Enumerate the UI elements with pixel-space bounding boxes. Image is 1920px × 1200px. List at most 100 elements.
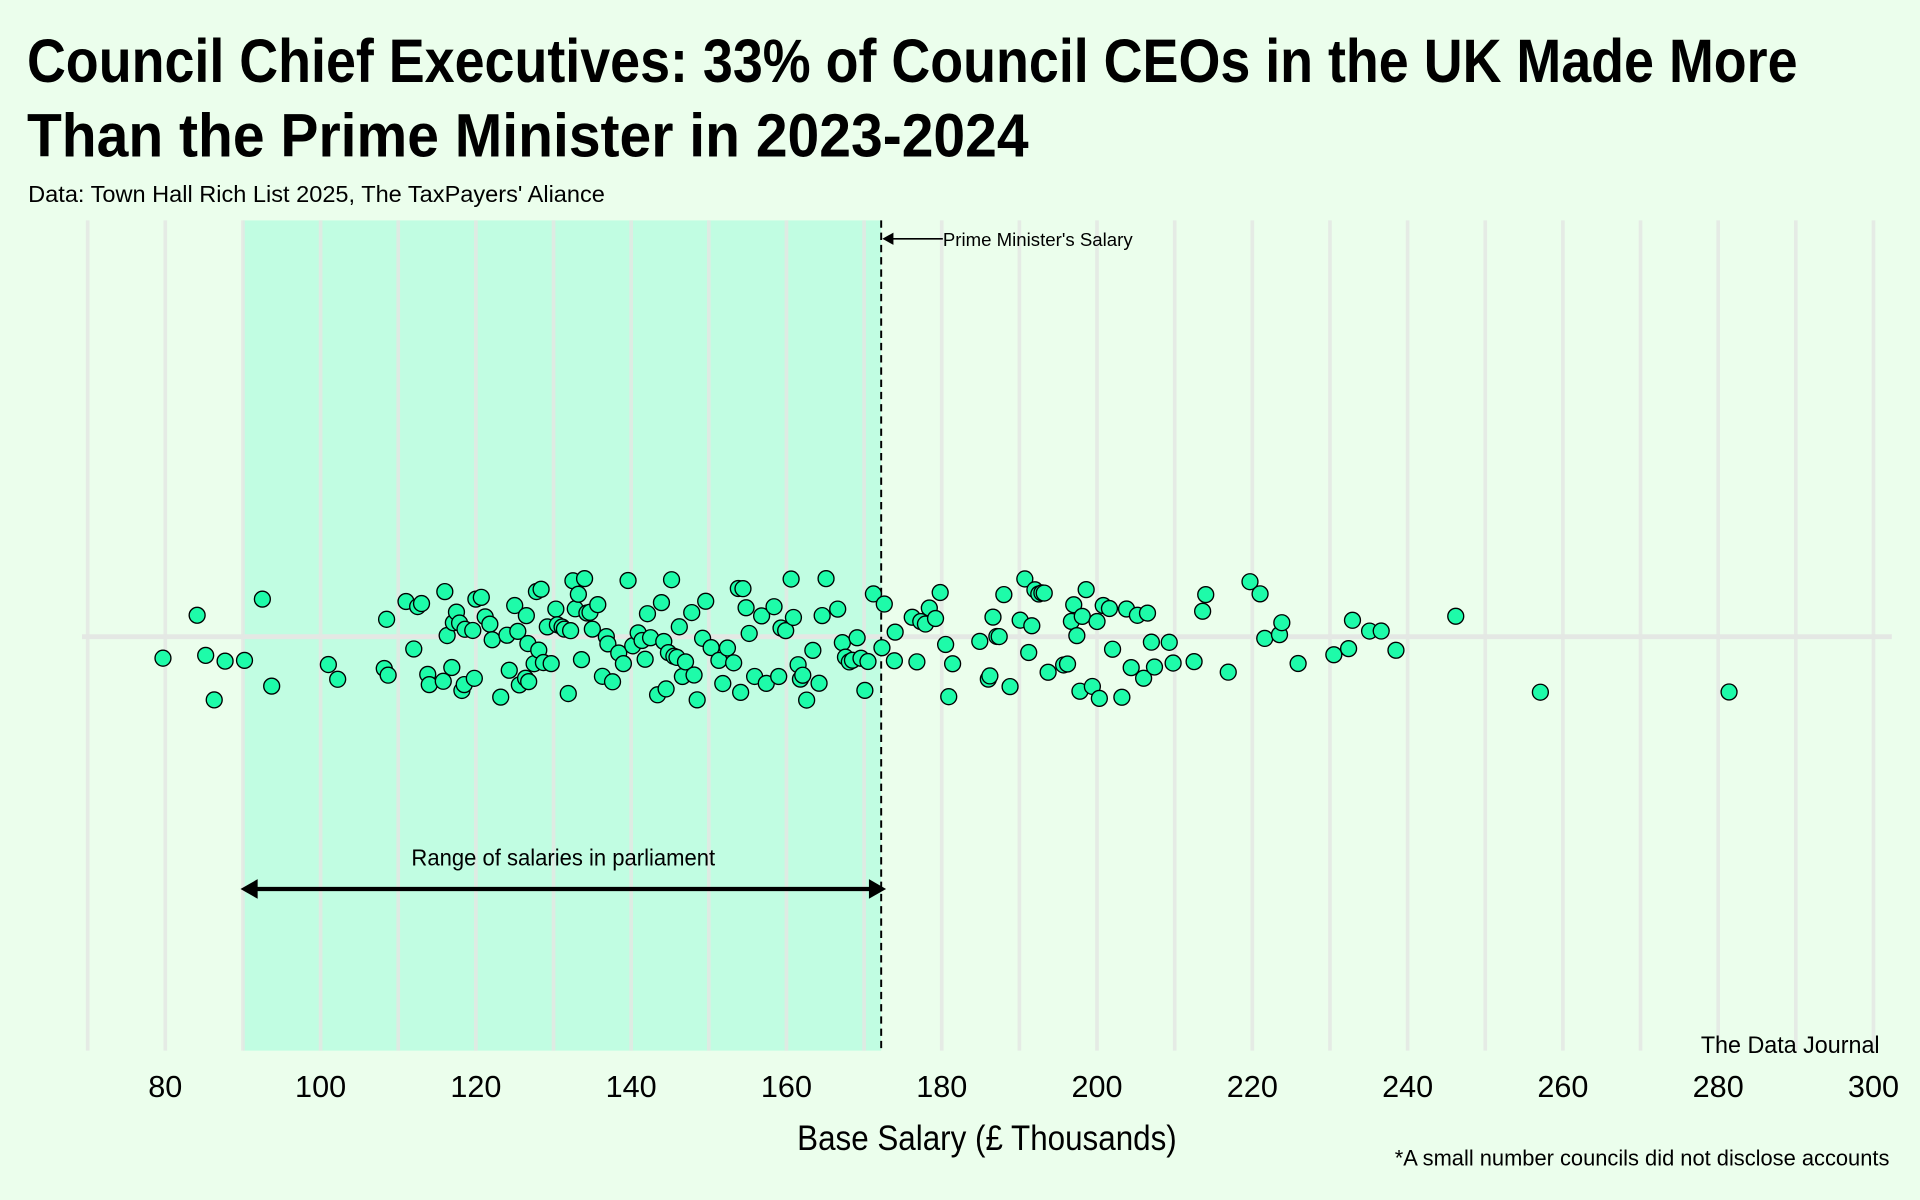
data-point	[506, 596, 524, 615]
data-points	[154, 569, 1738, 709]
data-point	[990, 627, 1008, 646]
data-point	[492, 688, 510, 706]
data-point	[377, 610, 396, 628]
data-point	[782, 570, 800, 588]
data-point	[263, 677, 281, 695]
data-point	[1197, 586, 1215, 604]
data-point	[520, 672, 538, 691]
data-point	[412, 594, 431, 613]
data-point	[1145, 658, 1164, 676]
data-point	[1372, 622, 1390, 640]
data-point	[848, 629, 866, 647]
data-point	[583, 620, 601, 638]
data-point	[777, 622, 795, 640]
data-point	[688, 691, 706, 709]
chart-title-line-2: Than the Prime Minister in 2023-2024	[27, 102, 1029, 170]
range-arrow-head-left	[240, 879, 258, 899]
chart-subtitle: Data: Town Hall Rich List 2025, The TaxP…	[28, 181, 605, 207]
data-point	[676, 653, 695, 671]
data-point	[542, 654, 560, 673]
data-point	[829, 600, 847, 618]
data-point	[319, 655, 337, 674]
data-point	[737, 599, 755, 617]
data-point	[940, 688, 958, 706]
data-point	[599, 635, 617, 653]
data-point	[559, 684, 577, 703]
data-point	[1273, 614, 1291, 632]
data-point	[1142, 633, 1161, 651]
data-point	[740, 624, 758, 643]
data-point	[752, 607, 771, 625]
data-point	[420, 676, 438, 694]
data-point	[1073, 607, 1091, 625]
data-point	[931, 583, 949, 602]
x-tick-label: 120	[450, 1070, 501, 1104]
data-point	[1134, 669, 1153, 687]
data-point	[926, 609, 945, 628]
x-tick-label: 80	[148, 1070, 182, 1104]
x-tick-label: 220	[1227, 1070, 1278, 1104]
data-point	[1185, 653, 1203, 671]
data-point	[1251, 585, 1269, 603]
x-tick-label: 300	[1848, 1070, 1899, 1104]
data-point	[154, 649, 172, 667]
x-tick-label: 280	[1693, 1070, 1744, 1104]
data-point	[794, 666, 812, 684]
data-point	[714, 674, 732, 693]
data-point	[1113, 688, 1131, 706]
data-point	[405, 640, 423, 658]
data-point	[434, 672, 452, 690]
data-point	[1077, 580, 1095, 599]
data-point	[547, 600, 565, 618]
data-point	[575, 569, 594, 588]
data-point	[235, 651, 254, 670]
data-point	[1020, 643, 1038, 662]
data-point	[619, 571, 637, 590]
data-point	[784, 608, 803, 627]
data-point	[732, 683, 750, 701]
data-point	[1016, 570, 1034, 588]
data-point	[864, 585, 883, 603]
data-point	[856, 681, 874, 700]
x-tick-label: 140	[606, 1070, 657, 1104]
x-tick-label: 180	[916, 1070, 967, 1104]
data-point	[636, 650, 654, 668]
data-point	[1103, 640, 1122, 658]
data-point	[472, 588, 490, 606]
data-point	[569, 585, 588, 603]
data-point	[197, 646, 215, 665]
data-point	[1100, 599, 1119, 618]
data-point	[981, 667, 999, 685]
x-tick-label: 160	[761, 1070, 812, 1104]
data-point	[603, 673, 622, 691]
chart-title-line-1: Council Chief Executives: 33% of Council…	[27, 27, 1798, 95]
data-point	[483, 631, 501, 649]
data-point	[971, 632, 989, 651]
data-point	[908, 653, 926, 671]
data-point	[1122, 658, 1140, 677]
data-point	[1720, 683, 1738, 701]
data-point	[614, 654, 633, 673]
data-point	[253, 590, 271, 608]
pm-arrow-head	[882, 232, 894, 245]
data-point	[638, 605, 657, 623]
data-point	[464, 621, 482, 640]
range-arrow-head-right	[868, 879, 887, 899]
parliament-range-label: Range of salaries in parliament	[411, 845, 715, 871]
data-point	[1058, 655, 1077, 673]
credit-label: The Data Journal	[1701, 1032, 1880, 1059]
data-point	[765, 598, 783, 616]
data-point	[886, 623, 904, 641]
data-point	[833, 634, 851, 652]
data-point	[873, 639, 891, 657]
data-point	[1387, 641, 1405, 659]
data-point	[683, 603, 701, 622]
data-point	[436, 582, 454, 601]
data-point	[734, 580, 752, 598]
data-point	[657, 680, 675, 698]
x-tick-label: 100	[295, 1070, 346, 1104]
footnote: *A small number councils did not disclos…	[1395, 1146, 1890, 1171]
data-point	[205, 691, 223, 709]
data-point	[1164, 654, 1182, 672]
